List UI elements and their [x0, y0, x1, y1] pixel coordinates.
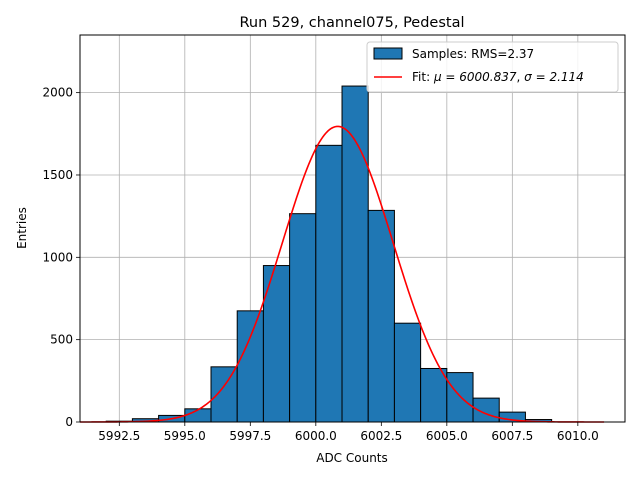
- legend-box: [366, 41, 619, 93]
- y-axis-ticks: 0 500 1000 1500 2000: [42, 86, 80, 429]
- x-tick-label: 6002.5: [360, 429, 402, 443]
- legend-fit-mu: μ = 6000.837: [433, 70, 517, 84]
- histogram-bar: [210, 366, 238, 423]
- histogram-bar: [289, 213, 317, 423]
- x-tick-label: 6005.0: [426, 429, 468, 443]
- x-tick-label: 5995.0: [164, 429, 206, 443]
- chart-title: Run 529, channel075, Pedestal: [239, 15, 464, 31]
- legend-fit-label: Fit: μ = 6000.837, σ = 2.114: [412, 70, 584, 84]
- legend-histogram-label: Samples: RMS=2.37: [412, 47, 534, 61]
- y-tick-label: 2000: [42, 86, 73, 100]
- histogram-bar: [393, 322, 422, 423]
- histogram-bar: [341, 85, 369, 423]
- plot-frame: [79, 34, 626, 423]
- fit-curve: [80, 125, 605, 423]
- y-tick-label: 0: [65, 415, 73, 429]
- histogram-bar: [315, 144, 343, 423]
- histogram-bar: [262, 265, 291, 423]
- histogram-bar: [236, 310, 264, 423]
- x-tick-label: 5997.5: [229, 429, 271, 443]
- x-tick-label: 6010.0: [557, 429, 599, 443]
- histogram-bar: [367, 209, 395, 423]
- x-tick-label: 6007.5: [491, 429, 533, 443]
- legend-fit-sigma: σ = 2.114: [524, 70, 584, 84]
- y-tick-label: 500: [50, 333, 73, 347]
- legend-fit-prefix: Fit:: [412, 70, 434, 84]
- x-tick-label: 6000.0: [295, 429, 337, 443]
- y-axis-label: Entries: [15, 207, 29, 249]
- histogram-bar: [446, 372, 474, 423]
- y-tick-label: 1500: [42, 168, 73, 182]
- x-tick-label: 5992.5: [98, 429, 140, 443]
- legend-histogram-swatch: [373, 47, 403, 60]
- x-axis-label: ADC Counts: [316, 451, 388, 465]
- y-tick-label: 1000: [42, 250, 73, 264]
- legend-fit-separator: ,: [517, 70, 525, 84]
- x-axis-ticks: 5992.5 5995.0 5997.5 6000.0 6002.5 6005.0 6007…: [98, 422, 599, 443]
- histogram-bar: [420, 367, 448, 423]
- histogram-bar: [184, 408, 212, 423]
- legend: Samples: RMS=2.37 Fit: μ = 6000.837, σ =…: [366, 41, 619, 93]
